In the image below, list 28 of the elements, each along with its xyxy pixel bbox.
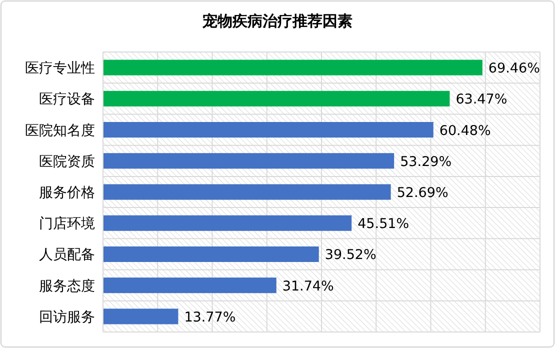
y-tick-label: 医院知名度: [25, 122, 95, 139]
data-label: 45.51%: [358, 216, 410, 232]
data-label: 13.77%: [184, 309, 236, 326]
data-label: 53.29%: [400, 154, 452, 170]
bar: [103, 184, 391, 200]
bar: [103, 60, 482, 76]
bar: [103, 215, 352, 231]
data-label: 69.46%: [488, 60, 540, 77]
bar: [103, 246, 319, 262]
data-label: 39.52%: [324, 247, 377, 264]
chart-title: 宠物疾病治疗推荐因素: [202, 12, 352, 30]
bar: [103, 278, 276, 294]
y-tick-label: 人员配备: [39, 247, 95, 264]
y-tick-label: 医疗专业性: [25, 60, 95, 77]
y-tick-label: 服务态度: [39, 278, 95, 294]
y-tick-label: 医疗设备: [39, 92, 95, 108]
data-label: 60.48%: [439, 122, 492, 139]
bar: [103, 308, 178, 324]
y-tick-label: 医院资质: [39, 154, 95, 170]
y-tick-label: 服务价格: [39, 185, 95, 201]
y-tick-label: 回访服务: [39, 309, 95, 326]
bar: [103, 122, 434, 138]
y-tick-label: 门店环境: [39, 216, 95, 232]
bar: [103, 153, 394, 169]
data-label: 52.69%: [396, 185, 448, 201]
data-label: 63.47%: [456, 92, 508, 108]
data-label: 31.74%: [282, 278, 334, 294]
bar: [103, 90, 450, 106]
